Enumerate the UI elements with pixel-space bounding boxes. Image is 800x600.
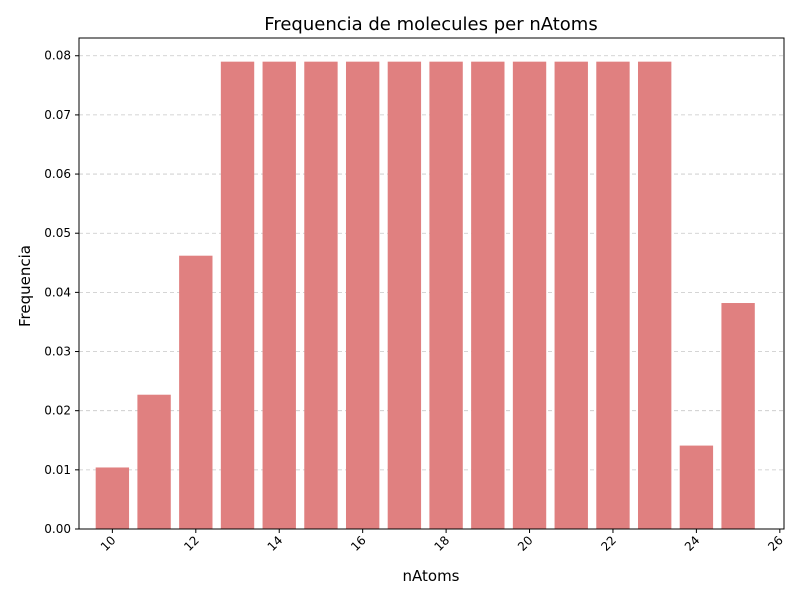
bar — [262, 61, 296, 529]
y-tick-label: 0.08 — [44, 49, 71, 63]
y-axis-label: Frequencia — [16, 245, 34, 327]
x-axis-label: nAtoms — [403, 567, 460, 585]
bar — [304, 61, 338, 529]
x-tick-label: 20 — [515, 533, 536, 554]
y-tick-label: 0.02 — [44, 404, 71, 418]
bar — [637, 61, 672, 529]
x-tick-label: 10 — [98, 533, 119, 554]
bar — [220, 61, 255, 529]
bar — [179, 255, 213, 529]
x-tick-label: 26 — [765, 533, 786, 554]
bar — [679, 445, 714, 529]
bar — [471, 61, 505, 529]
bar — [554, 61, 588, 529]
bars — [95, 61, 755, 529]
y-tick-label: 0.06 — [44, 167, 71, 181]
plot-frame — [78, 37, 785, 530]
y-tick-label: 0.00 — [44, 522, 71, 536]
x-axis-ticks: 10 12 14 16 18 20 22 24 26 — [98, 529, 786, 554]
bar — [95, 467, 130, 529]
y-tick-label: 0.07 — [44, 108, 71, 122]
x-tick-label: 22 — [598, 533, 619, 554]
x-tick-label: 14 — [265, 533, 286, 554]
x-tick-label: 18 — [432, 533, 453, 554]
y-tick-label: 0.04 — [44, 285, 71, 299]
bar — [512, 61, 547, 529]
y-tick-label: 0.05 — [44, 226, 71, 240]
bar — [596, 61, 630, 529]
bar — [387, 61, 422, 529]
y-axis-ticks: 0.00 0.01 0.02 0.03 0.04 0.05 0.06 0.07 0.08 — [44, 49, 79, 536]
x-tick-label: 16 — [348, 533, 369, 554]
bar — [137, 394, 171, 529]
x-tick-label: 12 — [181, 533, 202, 554]
x-tick-label: 24 — [682, 533, 703, 554]
y-tick-label: 0.03 — [44, 345, 71, 359]
chart-title: Frequencia de molecules per nAtoms — [264, 14, 597, 35]
bar — [721, 303, 755, 529]
bar — [429, 61, 463, 529]
y-tick-label: 0.01 — [44, 463, 71, 477]
bar — [345, 61, 380, 529]
